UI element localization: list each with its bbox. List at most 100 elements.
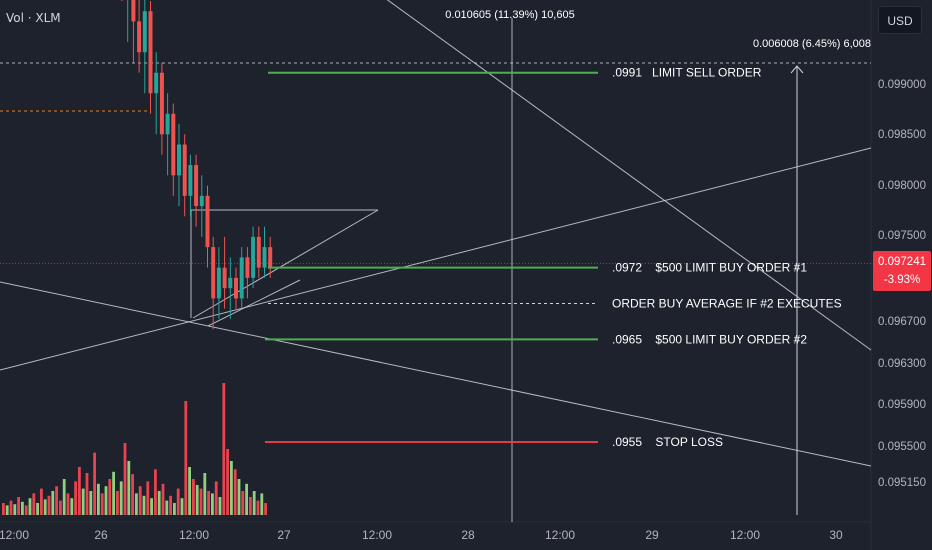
volume-bar	[173, 503, 176, 515]
candle-body	[251, 236, 256, 278]
y-tick-label: 0.095900	[878, 399, 926, 411]
volume-bar	[252, 491, 256, 515]
candle-body	[216, 267, 221, 299]
candle-body	[205, 195, 210, 248]
candle-body	[211, 247, 216, 299]
volume-bar	[135, 493, 138, 515]
volume-bar	[127, 461, 131, 515]
volume-bar	[222, 383, 226, 515]
volume-bar	[32, 493, 36, 515]
price-level-label: ORDER BUY AVERAGE IF #2 EXECUTES	[612, 297, 842, 311]
currency-button[interactable]: USD	[878, 6, 922, 34]
volume-bar	[203, 473, 207, 515]
volume-bar	[112, 471, 115, 515]
volume-bar	[62, 479, 66, 515]
volume-bar	[40, 488, 43, 515]
volume-bar	[188, 467, 191, 515]
volume-bar	[24, 505, 28, 515]
candle-body	[222, 267, 227, 289]
volume-bar	[100, 493, 104, 515]
volume-bar	[142, 495, 146, 515]
volume-bar	[119, 481, 123, 515]
candle-body	[228, 277, 233, 289]
volume-bar	[218, 497, 222, 515]
volume-bar	[226, 449, 229, 515]
candle-body	[245, 257, 250, 278]
volume-bar	[108, 479, 112, 515]
volume-bar	[17, 497, 20, 515]
volume-bar	[78, 467, 81, 515]
volume-bar	[150, 498, 153, 515]
volume-bar	[47, 495, 51, 515]
candle-body	[148, 11, 153, 94]
measure-label-1: 0.010605 (11.39%) 10,605	[445, 9, 574, 21]
y-tick-label: 0.098500	[878, 129, 926, 141]
volume-bar	[184, 401, 188, 515]
x-tick-label: 12:00	[730, 528, 760, 542]
volume-bar	[192, 479, 195, 515]
volume-bar	[36, 503, 39, 515]
x-tick-label: 27	[277, 528, 291, 542]
volume-bar	[241, 491, 245, 515]
y-tick-label: 0.099000	[878, 79, 926, 91]
last-price-value: 0.097241	[878, 256, 926, 268]
volume-bar	[199, 488, 203, 515]
volume-bar	[256, 500, 260, 515]
volume-bar	[51, 491, 55, 515]
volume-bar	[214, 481, 218, 515]
volume-bar	[93, 452, 96, 515]
volume-bar	[131, 474, 134, 515]
volume-bar	[97, 483, 100, 515]
volume-bar	[237, 479, 241, 515]
volume-bar	[43, 499, 47, 515]
volume-bar	[55, 486, 58, 515]
volume-bar	[104, 486, 108, 515]
candle-body	[131, 0, 136, 22]
last-price-change: -3.93%	[883, 274, 921, 286]
volume-indicator-label[interactable]: Vol · XLM	[6, 11, 61, 25]
volume-bar	[157, 491, 161, 515]
candle-body	[268, 247, 273, 268]
candle-body	[256, 236, 261, 268]
candle-body	[239, 257, 244, 299]
volume-bar	[59, 500, 62, 515]
triangle-diagonal	[192, 209, 379, 319]
candle-body	[199, 195, 204, 207]
y-tick-label: 0.095150	[878, 477, 926, 489]
volume-bar	[161, 483, 165, 515]
y-tick-label: 0.098000	[878, 180, 926, 192]
volume-bar	[165, 500, 169, 515]
candle-body	[194, 165, 199, 207]
volume-bar	[28, 498, 32, 515]
last-price-badge: 0.097241 -3.93%	[873, 251, 931, 291]
y-tick-label: 0.096700	[878, 316, 926, 328]
volume-bar	[9, 500, 13, 515]
volume-bar	[21, 501, 24, 515]
price-level-label: .0955 STOP LOSS	[612, 435, 723, 449]
volume-bar	[5, 505, 9, 515]
volume-bar	[230, 461, 233, 515]
y-tick-label: 0.096300	[878, 358, 926, 370]
price-level-label: .0972 $500 LIMIT BUY ORDER #1	[612, 261, 807, 275]
y-tick-label: 0.097500	[878, 230, 926, 242]
volume-bar	[74, 481, 77, 515]
trendline-descending-upper	[386, 0, 872, 351]
volume-bar	[13, 504, 17, 515]
volume-bar	[249, 497, 252, 515]
candle-body	[165, 113, 170, 135]
volume-bar	[85, 473, 89, 515]
volume-bar	[146, 481, 150, 515]
x-tick-label: 30	[829, 528, 843, 542]
candle-body	[262, 247, 267, 268]
volume-bar	[260, 493, 264, 515]
volume-bar	[116, 491, 119, 515]
candle-body	[142, 11, 147, 53]
candle-body	[154, 72, 159, 94]
volume-bar	[207, 491, 210, 515]
volume-bar	[2, 503, 5, 515]
volume-bar	[233, 469, 237, 515]
measure-arrow-head	[790, 65, 804, 74]
volume-bar	[211, 493, 214, 515]
volume-bar	[66, 493, 70, 515]
